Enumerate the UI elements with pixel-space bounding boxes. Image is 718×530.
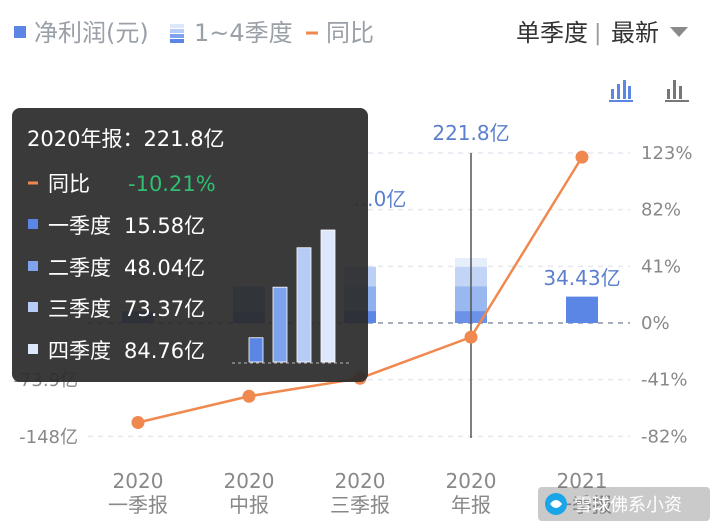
tooltip-q2-label: 二季度 — [48, 256, 111, 280]
period-separator: | — [594, 21, 601, 46]
legend-yoy-label: 同比 — [326, 19, 374, 47]
period-mode-label[interactable]: 单季度 — [516, 19, 588, 47]
tooltip-q3-label: 三季度 — [48, 297, 111, 321]
tooltip-row-q3: 三季度 73.37亿 — [28, 297, 205, 321]
legend: 净利润(元) 1~4季度 同比 — [14, 19, 374, 47]
tooltip-q4-value: 84.76亿 — [124, 339, 205, 363]
legend-quarters-swatch-2 — [170, 29, 184, 33]
y-right-tick-label: -41% — [641, 370, 688, 391]
tooltip-yoy-label: 同比 — [48, 172, 90, 196]
x-tick-label-period: 中报 — [229, 493, 269, 517]
watermark-text: 雪球佛系小资 — [574, 495, 682, 516]
tooltip-row-yoy: 同比 -10.21% — [28, 172, 216, 196]
yoy-point — [131, 416, 145, 430]
legend-quarters-swatch-4 — [170, 39, 184, 43]
period-selector[interactable]: 单季度 | 最新 — [516, 19, 688, 47]
x-tick-label-year: 2020 — [446, 469, 497, 493]
tooltip-q1-marker — [28, 219, 38, 229]
legend-quarters-swatch-3 — [170, 34, 184, 38]
y-left-tick-label: -148亿 — [19, 427, 78, 448]
watermark: 雪球佛系小资 — [538, 487, 710, 521]
tooltip-mini-bar — [296, 247, 312, 363]
x-tick-label-period: 年报 — [451, 493, 491, 517]
tooltip-q1-label: 一季度 — [48, 214, 111, 238]
yoy-point — [575, 150, 589, 164]
y-right-tick-label: -82% — [641, 426, 688, 447]
x-tick-label-year: 2020 — [113, 469, 164, 493]
tooltip-mini-chart — [232, 229, 352, 364]
stacked-bar-chart-icon[interactable] — [609, 80, 633, 102]
tooltip-q4-marker — [28, 344, 38, 354]
tooltip-row-q2: 二季度 48.04亿 — [28, 256, 205, 280]
legend-item-quarters[interactable]: 1~4季度 — [170, 19, 293, 47]
yoy-point — [242, 389, 256, 403]
bar — [566, 296, 598, 323]
y-right-tick-label: 41% — [641, 256, 681, 277]
tooltip-mini-bar — [272, 286, 288, 363]
legend-quarters-label: 1~4季度 — [194, 19, 293, 47]
watermark-background — [538, 487, 710, 521]
tooltip-mini-bar — [248, 337, 264, 363]
x-tick-label-year: 2020 — [224, 469, 275, 493]
tooltip-q3-value: 73.37亿 — [124, 297, 205, 321]
legend-quarters-swatch-1 — [170, 24, 184, 28]
tooltip-row-q4: 四季度 84.76亿 — [28, 339, 205, 363]
x-tick-label-year: 2020 — [335, 469, 386, 493]
bar-value-label: 34.43亿 — [543, 266, 620, 290]
yoy-point — [464, 330, 478, 344]
legend-item-net-profit[interactable]: 净利润(元) — [14, 19, 149, 47]
y-right-tick-label: 0% — [641, 313, 670, 334]
tooltip: 2020年报：221.8亿 同比 -10.21% 一季度 15.58亿 二季度 … — [12, 108, 368, 382]
tooltip-title: 2020年报：221.8亿 — [27, 127, 225, 151]
y-right-tick-label: 82% — [641, 200, 681, 221]
x-tick-label-period: 三季报 — [330, 493, 390, 517]
tooltip-q4-label: 四季度 — [48, 339, 111, 363]
x-tick-label-year: 2021 — [557, 469, 608, 493]
tooltip-q2-value: 48.04亿 — [124, 256, 205, 280]
tooltip-q2-marker — [28, 261, 38, 271]
y-right-tick-label: 123% — [641, 143, 692, 164]
legend-net-profit-label: 净利润(元) — [34, 19, 149, 47]
tooltip-q3-marker — [28, 302, 38, 312]
legend-item-yoy[interactable]: 同比 — [306, 19, 374, 47]
legend-net-profit-swatch — [14, 26, 26, 38]
tooltip-mini-bar — [320, 229, 336, 363]
tooltip-row-q1: 一季度 15.58亿 — [28, 214, 205, 238]
period-value-label[interactable]: 最新 — [611, 19, 659, 47]
watermark-snowball-mark — [550, 500, 562, 508]
tooltip-q1-value: 15.58亿 — [124, 214, 205, 238]
tooltip-yoy-value: -10.21% — [128, 172, 216, 196]
chevron-down-icon[interactable] — [670, 27, 688, 37]
bar-chart-icon[interactable] — [665, 80, 689, 102]
bar-value-label: 221.8亿 — [432, 121, 509, 145]
x-tick-label-period: 一季报 — [108, 493, 168, 517]
